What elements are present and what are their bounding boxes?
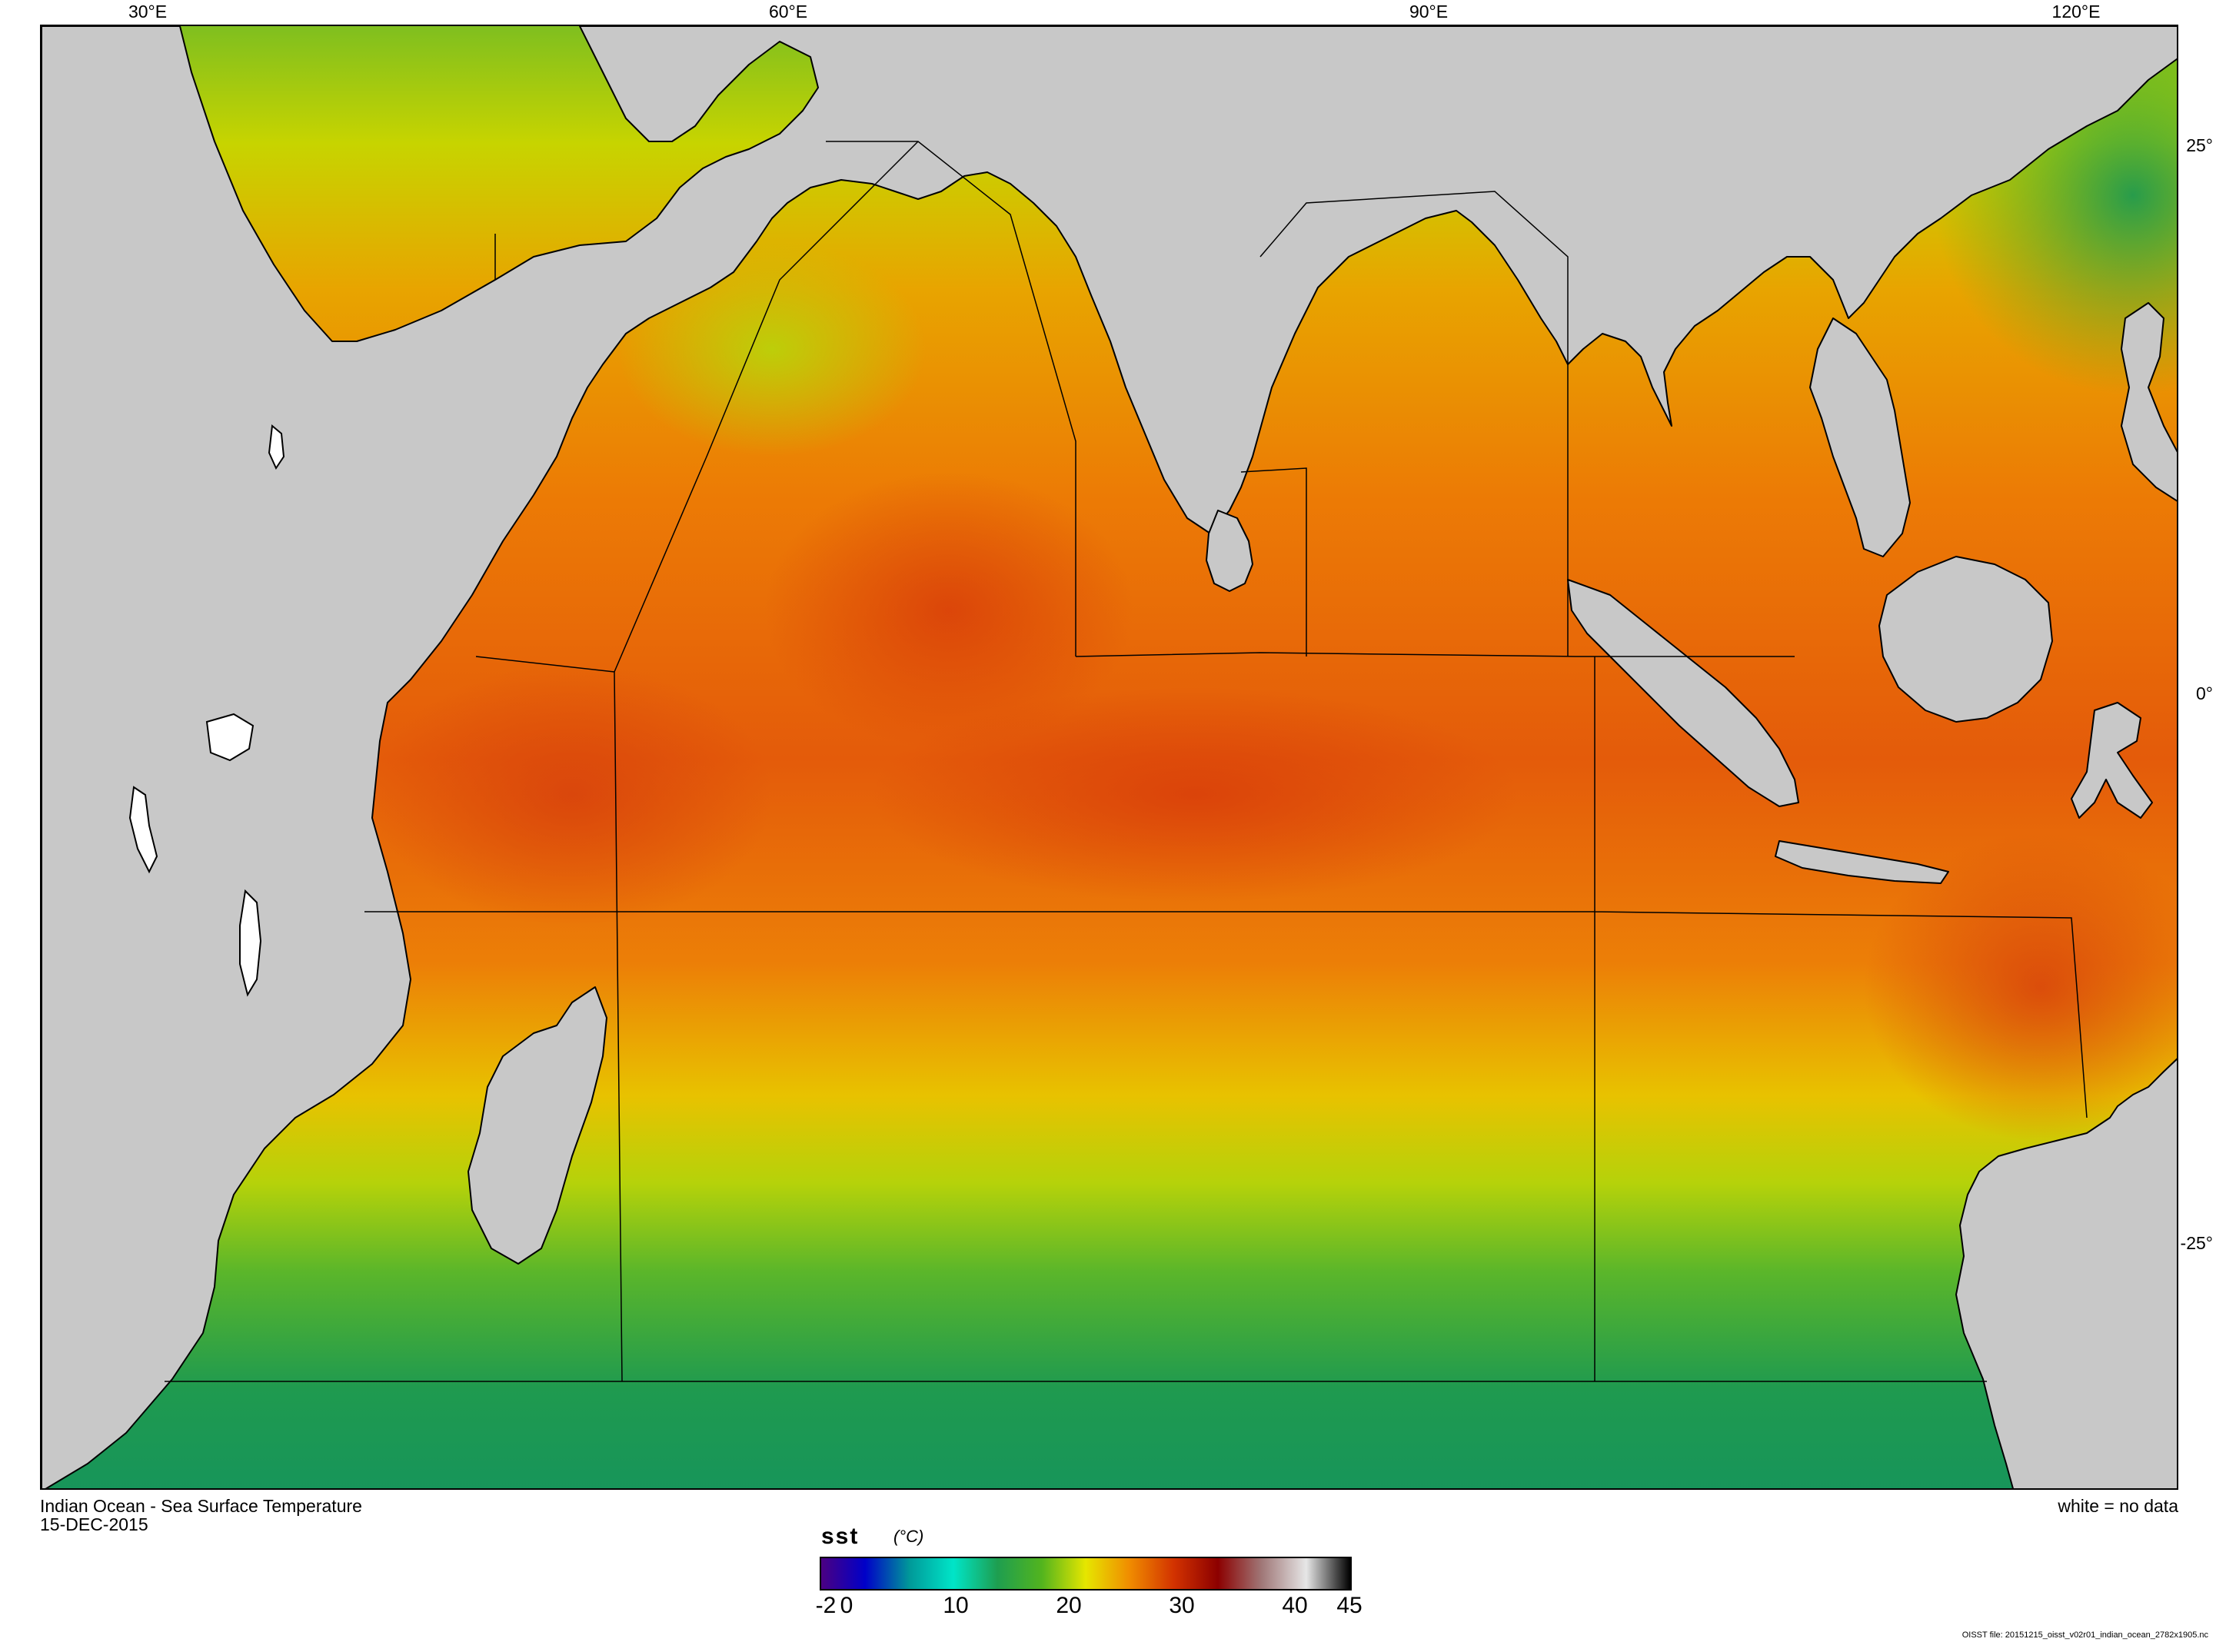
no-data-lake-malawi <box>239 889 262 997</box>
colorbar-variable-label: sst <box>821 1524 860 1549</box>
sst-map <box>40 25 2178 1490</box>
colorbar-tick-label: 0 <box>840 1593 853 1618</box>
lon-label-30e: 30°E <box>128 2 168 22</box>
no-data-note: white = no data <box>2058 1496 2178 1516</box>
no-data-lake-tanganyika <box>128 786 158 874</box>
colorbar-tick-label: -2 <box>815 1593 837 1618</box>
colorbar-tick-label: 20 <box>1056 1593 1082 1618</box>
colorbar <box>820 1557 1352 1591</box>
lat-label-25n: 25° <box>2186 135 2213 155</box>
lat-label-0: 0° <box>2196 683 2213 703</box>
colorbar-units-label: (°C) <box>893 1527 924 1546</box>
colorbar-tick-label: 40 <box>1282 1593 1308 1618</box>
land-madagascar <box>467 986 607 1265</box>
lon-label-90e: 90°E <box>1409 2 1449 22</box>
no-data-lake-victoria <box>205 713 255 762</box>
file-note: OISST file: 20151215_oisst_v02r01_indian… <box>1961 1630 2208 1640</box>
land-indochina <box>1809 317 1911 557</box>
warm-pool-central <box>872 687 1518 902</box>
warm-pool-west <box>372 664 772 926</box>
land-sri-lanka <box>1206 510 1253 592</box>
no-data-lake-turkana <box>268 424 285 470</box>
map-date: 15-DEC-2015 <box>40 1514 148 1534</box>
map-title: Indian Ocean - Sea Surface Temperature <box>40 1496 362 1516</box>
land-philippines <box>2121 302 2177 502</box>
land-africa-eurasia <box>42 26 2177 1488</box>
lat-label-25s: -25° <box>2180 1233 2213 1253</box>
land-java <box>1775 840 1949 884</box>
lon-label-60e: 60°E <box>768 2 808 22</box>
land-australia <box>1955 1058 2177 1488</box>
land-sulawesi <box>2071 702 2153 819</box>
colorbar-tick-label: 30 <box>1169 1593 1195 1618</box>
sst-map-canvas <box>42 26 2177 1488</box>
warm-pool-australia-nw <box>1864 833 2177 1141</box>
lon-label-120e: 120°E <box>2051 2 2101 22</box>
warm-pool-arabian-sea <box>764 472 1133 749</box>
region-boundary-lines <box>165 141 2088 1382</box>
land-sumatra <box>1567 579 1799 807</box>
colorbar-tick-label: 10 <box>943 1593 969 1618</box>
land-borneo <box>1878 556 2053 723</box>
colorbar-tick-label: 45 <box>1336 1593 1363 1618</box>
